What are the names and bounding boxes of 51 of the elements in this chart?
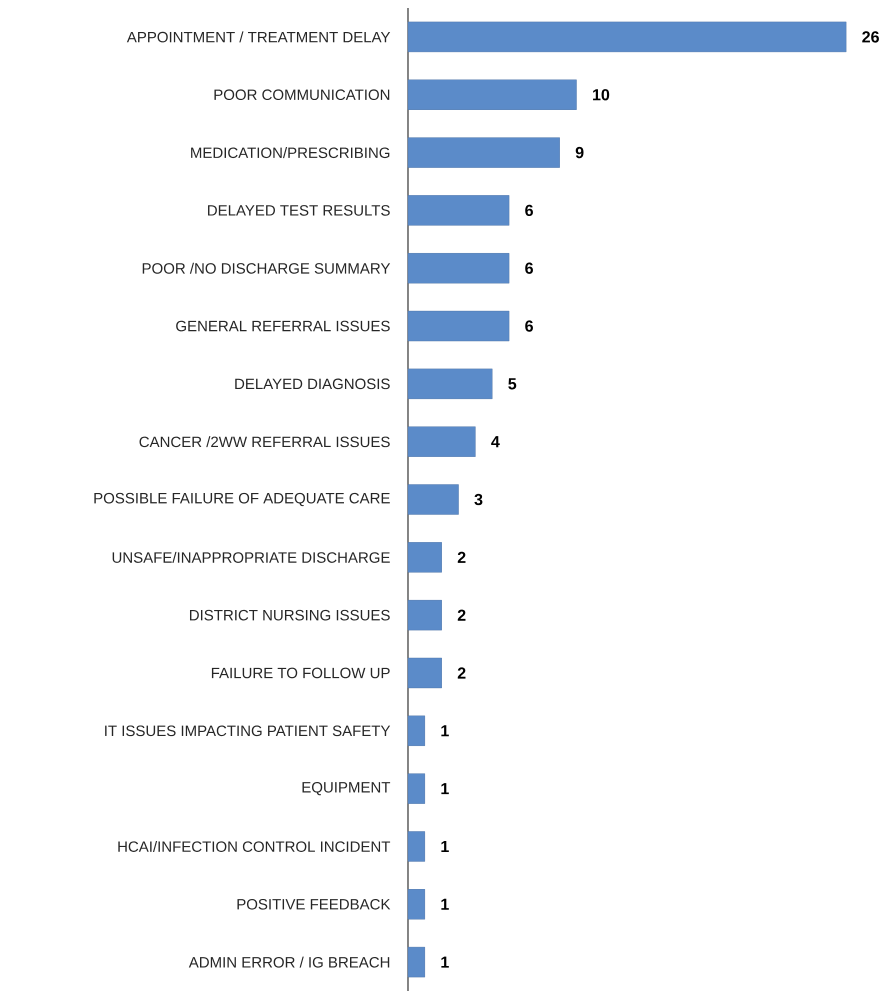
bar: [408, 946, 426, 978]
data-label: 10: [593, 89, 610, 100]
y-tick-label: FAILURE TO FOLLOW UP: [212, 668, 390, 678]
y-tick-label: POOR /NO DISCHARGE SUMMARY: [142, 262, 390, 274]
bar: [408, 542, 442, 573]
y-tick-label: IT ISSUES IMPACTING PATIENT SAFETY: [105, 725, 390, 736]
bar: [408, 889, 426, 920]
data-label: 2: [458, 552, 466, 563]
bar: [408, 310, 510, 342]
data-label: 6: [525, 320, 533, 332]
bar: [408, 658, 442, 688]
y-tick-label: MEDICATION/PRESCRIBING: [191, 147, 390, 158]
data-label: 4: [491, 436, 500, 448]
bar: [408, 368, 492, 400]
data-label: 2: [458, 667, 466, 679]
data-label: 5: [508, 378, 516, 390]
y-tick-label: DELAYED TEST RESULTS: [208, 205, 390, 216]
bar: [408, 80, 577, 110]
data-label: 9: [576, 146, 584, 158]
bar: [408, 773, 426, 804]
y-tick-label: CANCER /2WW REFERRAL ISSUES: [140, 436, 390, 448]
y-tick-label: POSSIBLE FAILURE OF ADEQUATE CARE: [94, 492, 390, 506]
y-tick-label: HCAI/INFECTION CONTROL INCIDENT: [118, 840, 390, 852]
y-tick-label: UNSAFE/INAPPROPRIATE DISCHARGE: [112, 552, 390, 563]
bar: [408, 426, 476, 457]
bar: [408, 22, 846, 52]
y-tick-label: EQUIPMENT: [302, 782, 390, 796]
data-label: 26: [862, 31, 879, 43]
y-tick-label: POOR COMMUNICATION: [214, 89, 390, 100]
data-label: 1: [441, 956, 449, 968]
bar: [408, 831, 426, 862]
y-tick-label: DELAYED DIAGNOSIS: [235, 378, 390, 390]
bar: [408, 195, 510, 226]
y-tick-label: ADMIN ERROR / IG BREACH: [188, 956, 390, 968]
data-label: 3: [474, 494, 482, 506]
bar: [408, 137, 560, 168]
bar: [408, 600, 442, 630]
data-label: 6: [525, 262, 533, 274]
data-label: 6: [525, 204, 533, 216]
y-tick-label: APPOINTMENT / TREATMENT DELAY: [126, 31, 390, 42]
bar: [408, 253, 510, 284]
y-tick-label: POSITIVE FEEDBACK: [237, 898, 390, 910]
data-label: 2: [458, 610, 466, 621]
y-tick-label: DISTRICT NURSING ISSUES: [190, 610, 390, 620]
data-label: 1: [441, 783, 449, 794]
data-label: 1: [441, 898, 449, 910]
y-tick-label: GENERAL REFERRAL ISSUES: [176, 320, 390, 332]
bar: [408, 716, 426, 746]
data-label: 1: [441, 840, 449, 852]
bar: [408, 484, 459, 515]
data-label: 1: [441, 725, 449, 736]
